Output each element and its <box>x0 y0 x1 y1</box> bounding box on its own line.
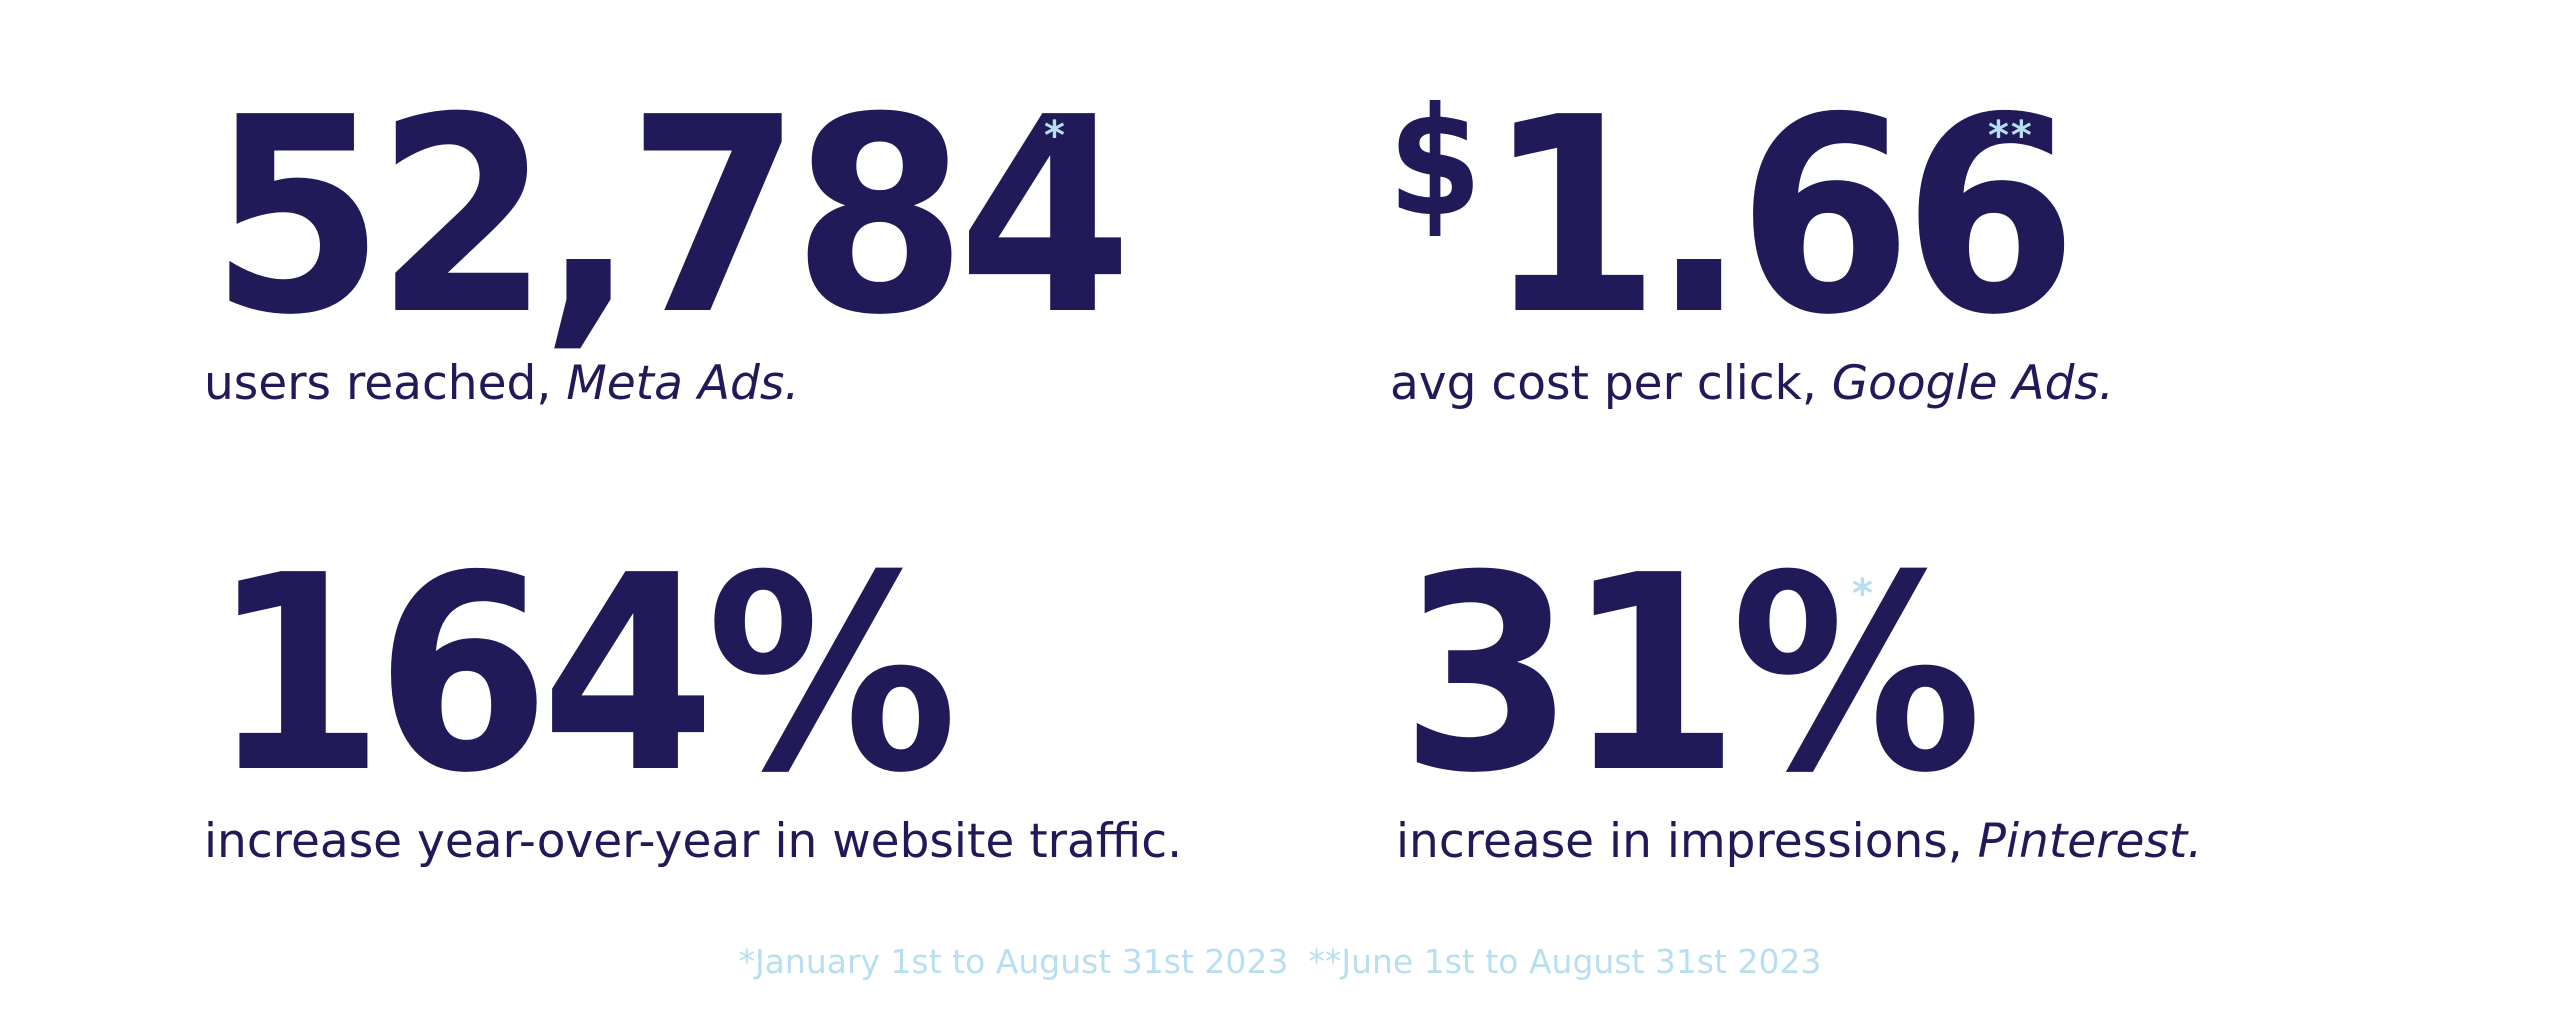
stat-caption: avg cost per click, Google Ads. <box>1390 360 2114 407</box>
footnotes: *January 1st to August 31st 2023 **June 1… <box>0 942 2560 981</box>
caption-platform: Pinterest. <box>1977 814 2203 869</box>
footnote-marker: * <box>1852 571 1875 617</box>
caption-text: avg cost per click, <box>1390 356 1832 411</box>
caption-text: users reached, <box>204 356 567 411</box>
stat-value: 164% <box>210 517 958 832</box>
stat-caption: increase in impressions, Pinterest. <box>1396 818 2202 865</box>
footnote-first: *January 1st to August 31st 2023 <box>738 942 1289 981</box>
stat-website-traffic: 164% increase year-over-year in website … <box>204 517 1182 866</box>
stat-users-reached: 52,784 * users reached, Meta Ads. <box>204 59 1192 408</box>
caption-platform: Meta Ads. <box>566 356 800 411</box>
currency-symbol: $ <box>1388 76 1482 250</box>
caption-text: increase in impressions, <box>1396 814 1978 869</box>
footnote-marker: * <box>1044 113 1067 159</box>
footnote-second: **June 1st to August 31st 2023 <box>1308 942 1822 981</box>
stat-value: 1.66 <box>1486 59 2078 374</box>
stat-caption: increase year-over-year in website traff… <box>204 818 1182 865</box>
stat-impressions: 31% * increase in impressions, Pinterest… <box>1396 517 2202 866</box>
footnote-marker: ** <box>1988 113 2034 159</box>
stat-caption: users reached, Meta Ads. <box>204 360 1192 407</box>
caption-platform: Google Ads. <box>1831 356 2114 411</box>
stat-value: 52,784 <box>210 59 1132 374</box>
stat-cost-per-click: $1.66 ** avg cost per click, Google Ads. <box>1388 59 2114 408</box>
stat-value: 31% <box>1400 517 1982 832</box>
caption-text: increase year-over-year in website traff… <box>204 814 1183 869</box>
